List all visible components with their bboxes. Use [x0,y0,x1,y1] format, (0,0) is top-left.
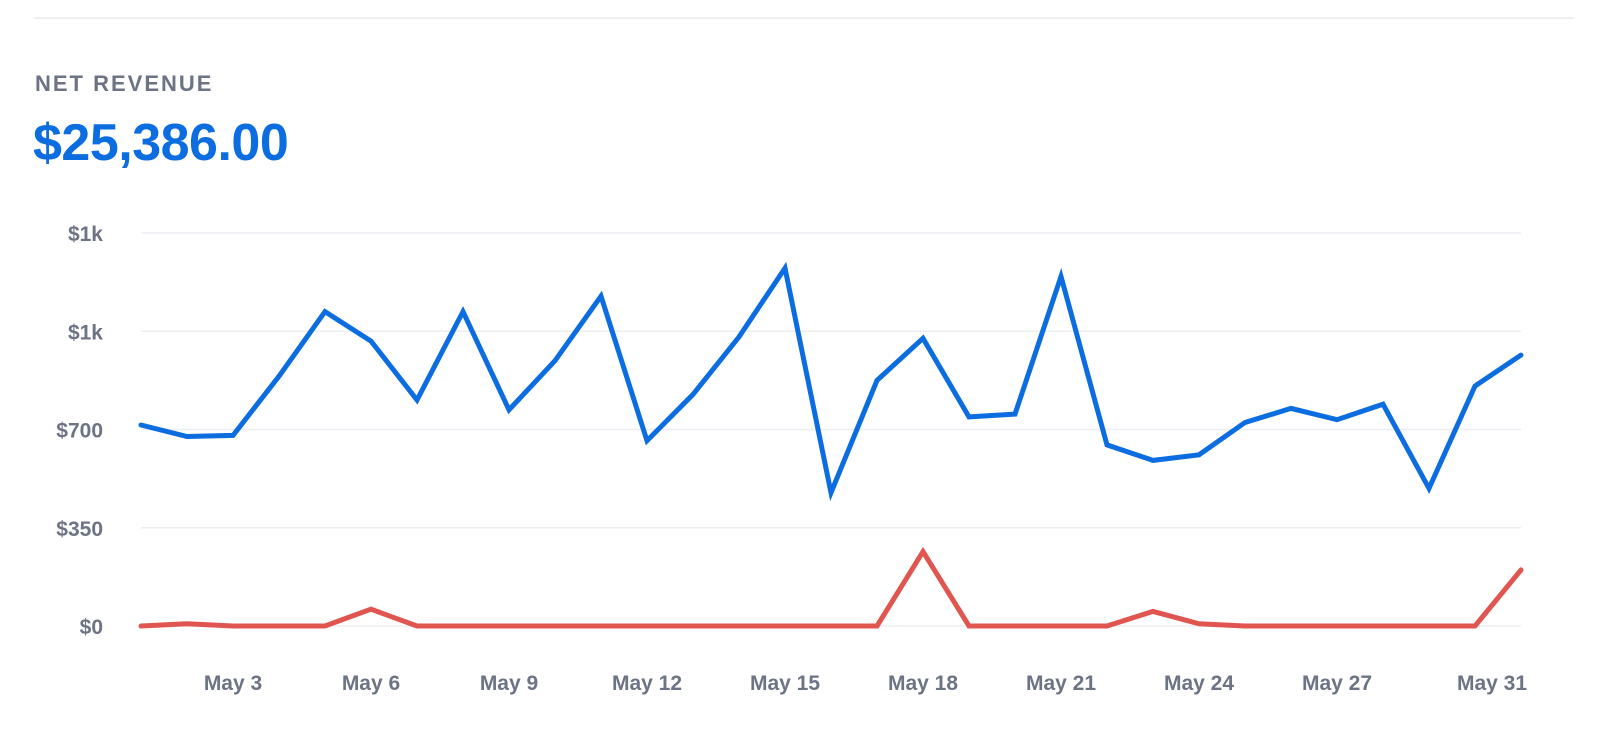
x-tick-label: May 3 [204,672,262,695]
y-tick-label: $700 [56,420,103,443]
series-line-refunds [138,546,1524,629]
series-line-gross [138,261,1524,502]
top-divider [34,17,1574,19]
x-tick-label: May 24 [1164,672,1234,695]
y-axis-ticks: $0 $350 $700 $1k $1k [56,223,103,639]
grid-layer [141,232,1521,627]
series-layer [138,261,1524,629]
x-tick-label: May 12 [612,672,682,695]
y-tick-label: $1k [68,321,103,344]
x-axis-ticks: May 3 May 6 May 9 May 12 May 15 May 18 May 21 M… [204,672,1528,695]
y-tick-label: $350 [56,518,103,541]
x-tick-label: May 27 [1302,672,1372,695]
metric-label: NET REVENUE [35,71,214,96]
x-tick-label: May 9 [480,672,538,695]
x-tick-label: May 31 [1457,672,1527,695]
metric-value: $25,386.00 [33,114,289,172]
x-tick-label: May 15 [750,672,820,695]
y-tick-label: $0 [80,616,103,639]
x-tick-label: May 6 [342,672,400,695]
x-tick-label: May 18 [888,672,958,695]
x-tick-label: May 21 [1026,672,1096,695]
y-tick-label: $1k [68,223,103,246]
